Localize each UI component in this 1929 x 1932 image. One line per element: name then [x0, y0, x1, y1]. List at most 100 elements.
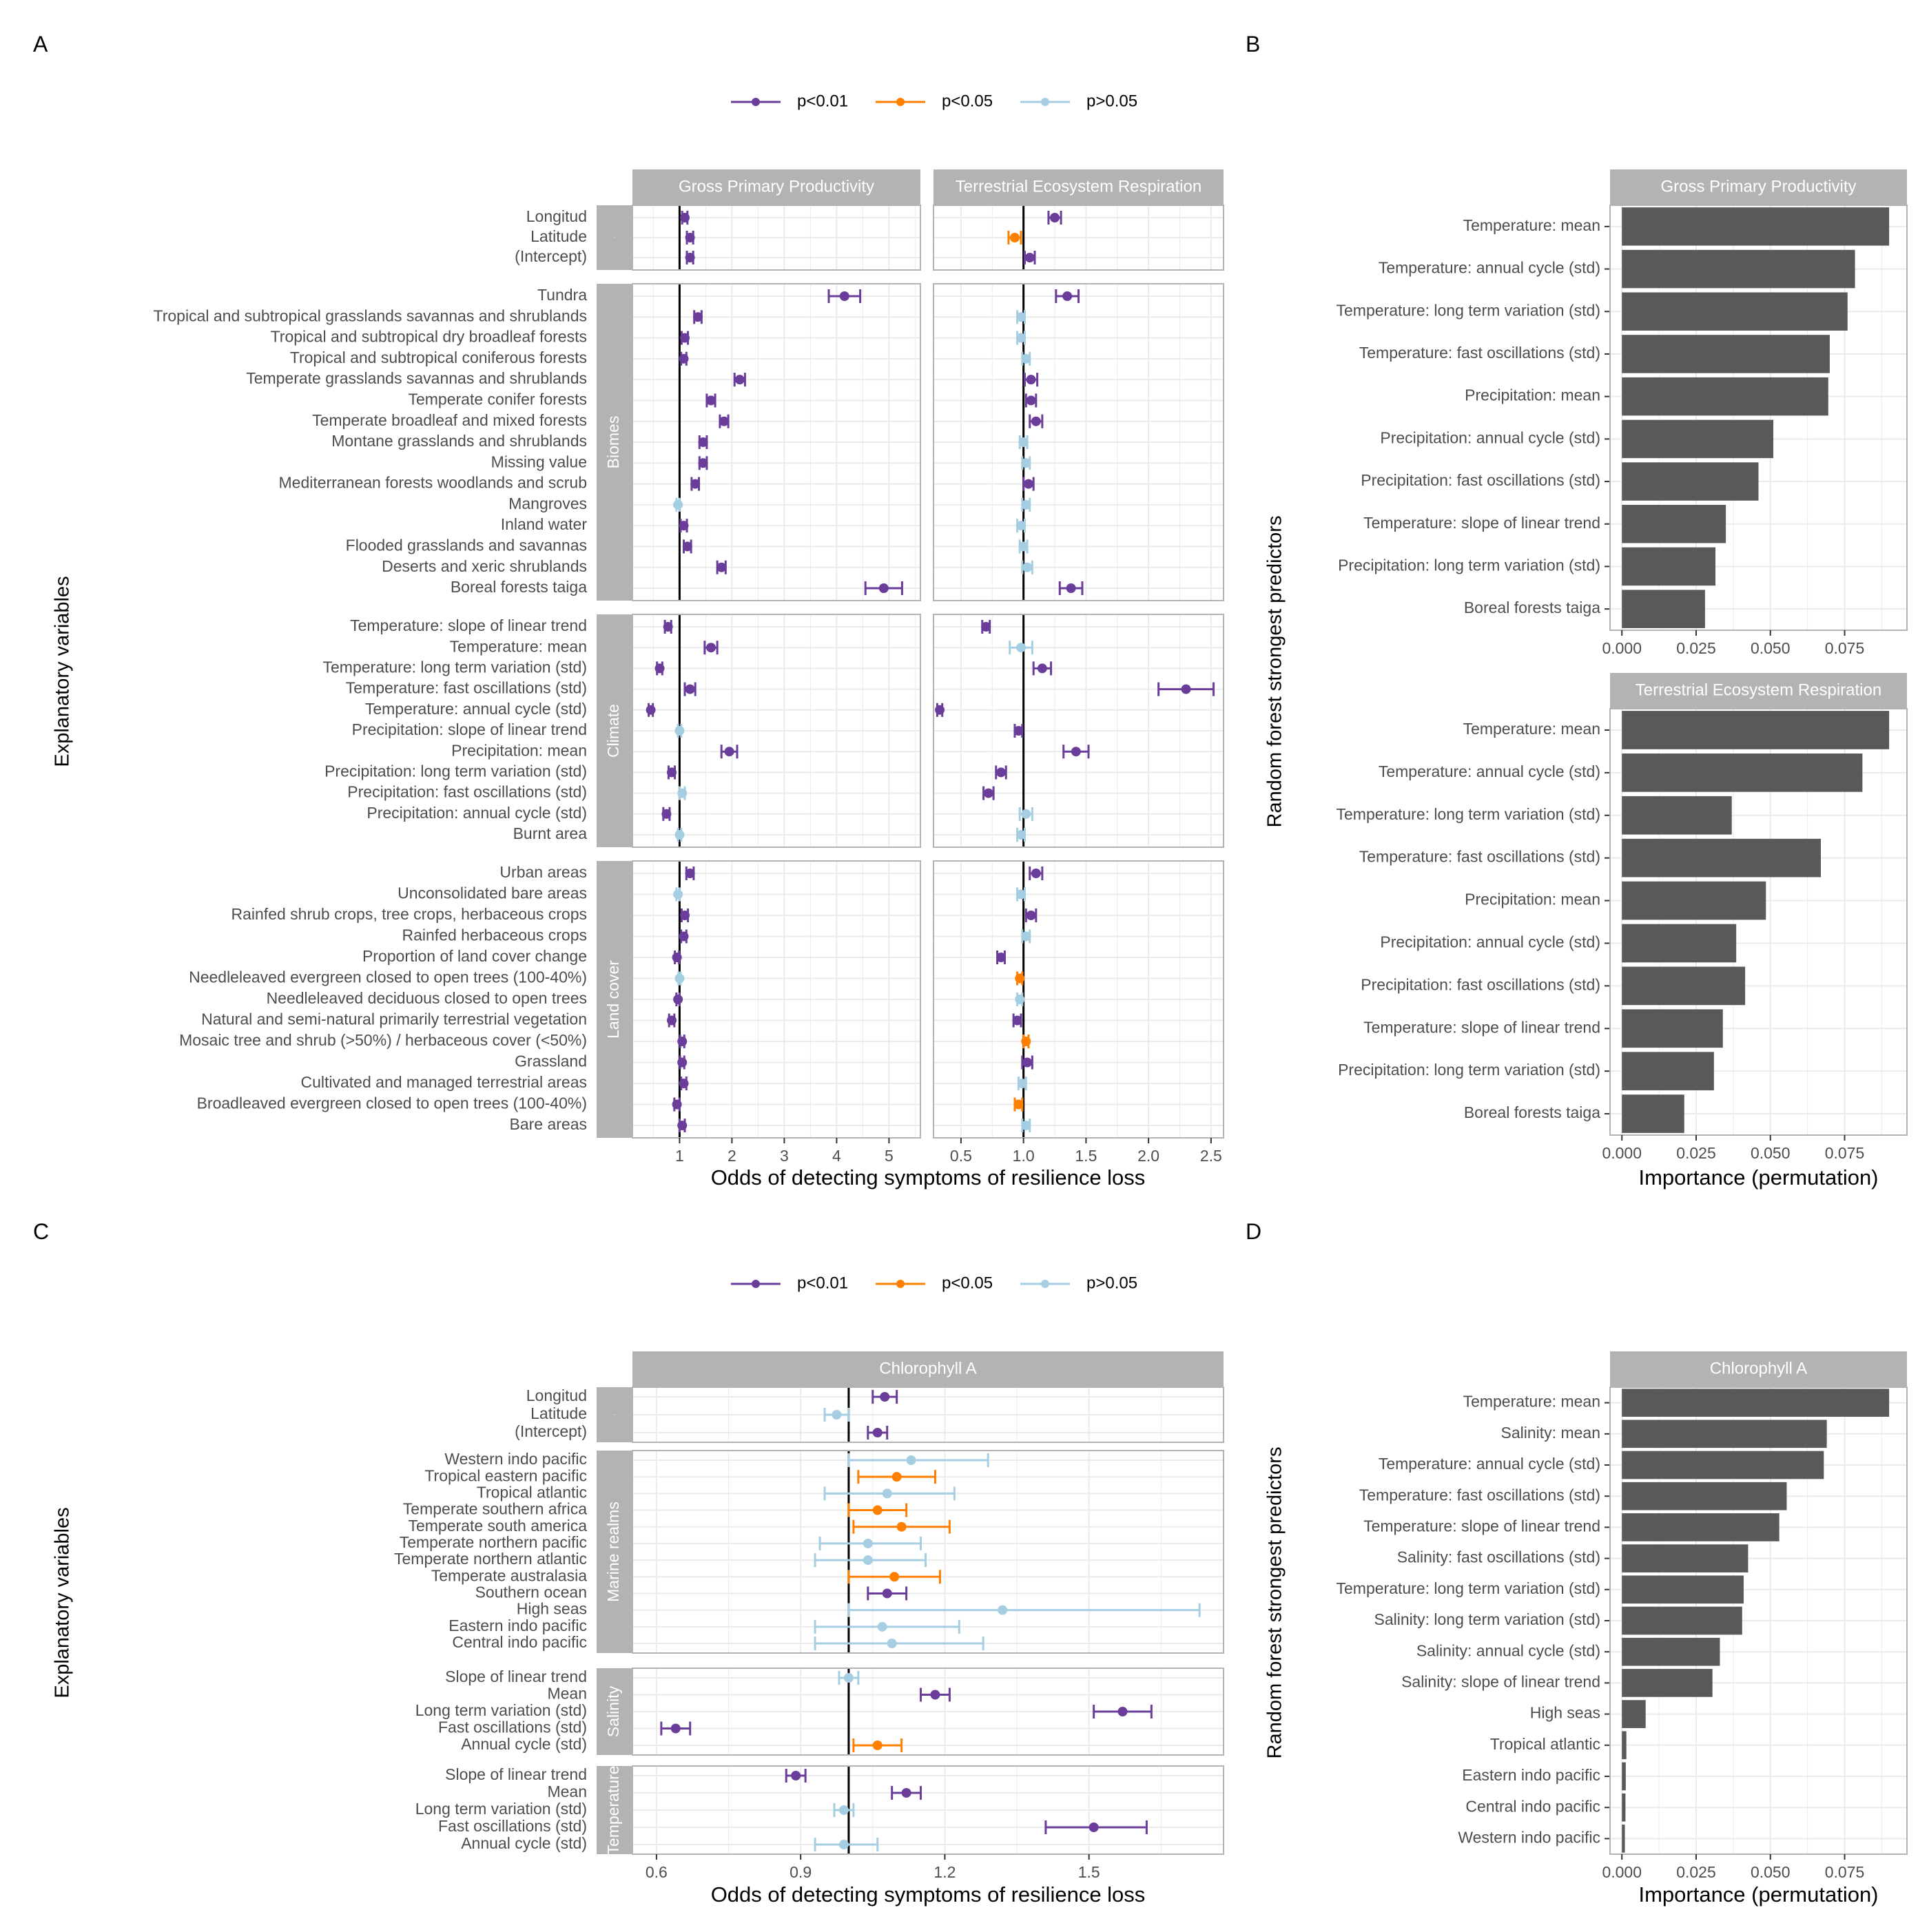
- odds-point: [930, 1690, 940, 1700]
- odds-point: [981, 622, 991, 632]
- y-axis-title: Explanatory variables: [52, 576, 74, 767]
- row-strip-label: ·: [613, 234, 615, 242]
- odds-point: [882, 1488, 892, 1499]
- x-tick-label: 2.5: [1200, 1147, 1222, 1165]
- row-strip-label: Marine realms: [604, 1502, 622, 1602]
- row-strip: [597, 1451, 632, 1653]
- panel-a-legend-label: p<0.05: [942, 92, 993, 110]
- odds-point: [677, 1121, 688, 1130]
- odds-point: [839, 291, 849, 301]
- y-tick-label: Precipitation: annual cycle (std): [1380, 428, 1600, 446]
- y-tick-label: Boreal forests taiga: [451, 578, 587, 596]
- y-tick-label: Central indo pacific: [1465, 1797, 1600, 1815]
- odds-point: [872, 1505, 883, 1515]
- facet-strip: [1610, 1351, 1907, 1387]
- facet-panel-border: [632, 860, 921, 1139]
- odds-point: [673, 995, 683, 1004]
- y-tick-label: Temperature: fast oscillations (std): [346, 679, 587, 697]
- panel-c-legend-point: [1041, 1280, 1049, 1288]
- odds-point: [1071, 747, 1081, 757]
- odds-point: [719, 416, 729, 426]
- importance-bar: [1622, 1575, 1744, 1604]
- odds-point: [706, 643, 716, 653]
- odds-point: [685, 869, 695, 878]
- odds-point: [838, 1805, 849, 1815]
- y-tick-label: Tropical and subtropical grasslands sava…: [154, 307, 587, 324]
- y-tick-label: Precipitation: fast oscillations (std): [1361, 471, 1600, 489]
- y-axis-title: Random forest strongest predictors: [1264, 1447, 1286, 1759]
- row-strip: [597, 1387, 632, 1442]
- x-tick-label: 1.0: [1013, 1147, 1035, 1165]
- odds-point: [1012, 1015, 1022, 1026]
- y-tick-label: Precipitation: slope of linear trend: [352, 720, 587, 738]
- odds-point: [1037, 663, 1047, 674]
- y-tick-label: Temperature: long term variation (std): [1337, 301, 1601, 319]
- odds-point: [682, 541, 692, 552]
- odds-point: [724, 747, 734, 757]
- y-tick-label: Precipitation: annual cycle (std): [367, 804, 587, 822]
- y-tick-label: Cultivated and managed terrestrial areas: [300, 1073, 587, 1091]
- panel-letter-a: A: [33, 32, 48, 56]
- odds-point: [679, 521, 689, 531]
- y-tick-label: Mediterranean forests woodlands and scru…: [279, 474, 587, 492]
- y-tick-label: Montane grasslands and shrublands: [331, 432, 587, 450]
- odds-point: [1031, 416, 1041, 426]
- x-tick-label: 1: [675, 1147, 684, 1165]
- importance-bar: [1622, 1762, 1626, 1791]
- panel-letter-b: B: [1246, 32, 1261, 56]
- odds-point: [690, 479, 701, 489]
- importance-bar: [1622, 1606, 1742, 1635]
- y-tick-label: Longitud: [526, 1386, 587, 1404]
- odds-point: [679, 353, 689, 364]
- y-tick-label: Long term variation (std): [415, 1701, 587, 1719]
- odds-point: [1117, 1707, 1128, 1716]
- importance-bar: [1622, 504, 1726, 543]
- odds-point: [1031, 869, 1041, 878]
- facet-panel-border: [632, 283, 921, 601]
- odds-point: [1013, 726, 1024, 736]
- panel-a-legend-label: p<0.01: [797, 92, 848, 110]
- odds-point: [1181, 684, 1191, 694]
- y-tick-label: Latitude: [530, 1404, 587, 1422]
- y-tick-label: Salinity: annual cycle (std): [1416, 1641, 1600, 1659]
- odds-point: [674, 726, 685, 736]
- odds-point: [677, 1057, 688, 1068]
- panel-c-legend-label: p>0.05: [1086, 1274, 1137, 1292]
- x-tick-label: 0.5: [950, 1147, 972, 1165]
- odds-point: [674, 830, 685, 840]
- odds-point: [863, 1555, 873, 1566]
- y-tick-label: Western indo pacific: [1458, 1828, 1600, 1846]
- x-tick-label: 0.025: [1676, 1144, 1716, 1162]
- importance-bar: [1622, 590, 1705, 628]
- importance-bar: [1622, 1052, 1714, 1091]
- odds-point: [1021, 1037, 1031, 1046]
- y-tick-label: Salinity: mean: [1501, 1424, 1600, 1442]
- y-tick-label: Precipitation: mean: [451, 741, 587, 759]
- importance-bar: [1622, 1700, 1646, 1728]
- importance-bar: [1622, 1420, 1827, 1448]
- y-tick-label: Annual cycle (std): [461, 1834, 587, 1852]
- facet-panel-border: [933, 614, 1224, 848]
- importance-bar: [1622, 335, 1830, 373]
- y-tick-label: Needleleaved evergreen closed to open tr…: [189, 968, 587, 986]
- odds-point: [685, 233, 695, 242]
- panel-a-legend-label: p>0.05: [1086, 92, 1137, 110]
- odds-point: [667, 767, 677, 778]
- importance-bar: [1622, 1482, 1787, 1510]
- odds-point: [698, 458, 708, 468]
- y-tick-label: Temperature: mean: [1463, 1393, 1600, 1411]
- row-strip: [597, 205, 632, 270]
- odds-point: [646, 705, 656, 715]
- facet-panel-border: [933, 283, 1224, 601]
- odds-point: [1013, 1099, 1024, 1110]
- y-tick-label: Annual cycle (std): [461, 1735, 587, 1753]
- importance-bar: [1622, 711, 1890, 749]
- importance-bar: [1622, 377, 1828, 416]
- y-tick-label: Temperature: mean: [450, 637, 587, 655]
- y-tick-label: Temperature: annual cycle (std): [1379, 762, 1600, 780]
- odds-point: [1017, 1079, 1027, 1088]
- facet-strip: [933, 169, 1224, 205]
- importance-bar: [1622, 462, 1759, 501]
- panel-a-legend-point: [1041, 98, 1049, 106]
- x-tick-label: 1.2: [933, 1863, 956, 1881]
